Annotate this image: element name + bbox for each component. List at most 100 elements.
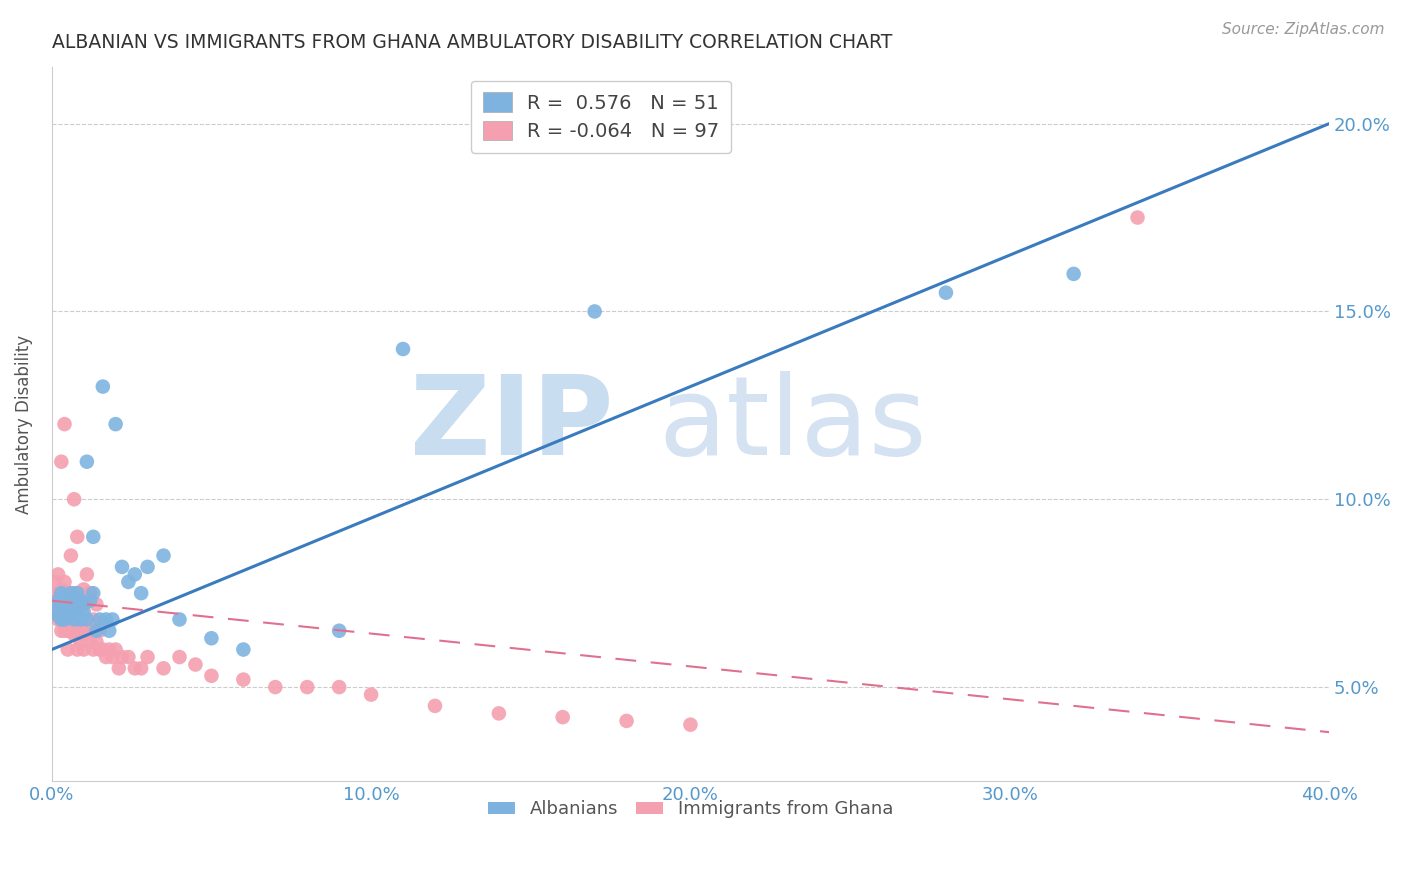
Point	[56, 593, 79, 607]
Point	[66, 598, 89, 612]
Point	[63, 612, 86, 626]
Point	[79, 635, 101, 649]
Point	[44, 605, 66, 619]
Point	[152, 549, 174, 563]
Point	[63, 605, 86, 619]
Point	[46, 593, 69, 607]
Point	[82, 530, 104, 544]
Point	[53, 605, 76, 619]
Point	[73, 624, 96, 638]
Point	[232, 642, 254, 657]
Point	[46, 586, 69, 600]
Point	[63, 601, 86, 615]
Point	[51, 598, 73, 612]
Point	[56, 601, 79, 615]
Point	[232, 673, 254, 687]
Point	[63, 612, 86, 626]
Point	[63, 624, 86, 638]
Point	[59, 549, 82, 563]
Point	[53, 590, 76, 604]
Point	[59, 605, 82, 619]
Point	[59, 624, 82, 638]
Point	[66, 586, 89, 600]
Point	[53, 590, 76, 604]
Point	[46, 590, 69, 604]
Point	[82, 586, 104, 600]
Point	[264, 680, 287, 694]
Point	[63, 586, 86, 600]
Point	[53, 598, 76, 612]
Point	[66, 612, 89, 626]
Text: atlas: atlas	[658, 371, 927, 477]
Point	[98, 642, 121, 657]
Point	[111, 650, 134, 665]
Text: ALBANIAN VS IMMIGRANTS FROM GHANA AMBULATORY DISABILITY CORRELATION CHART: ALBANIAN VS IMMIGRANTS FROM GHANA AMBULA…	[52, 33, 893, 52]
Point	[63, 612, 86, 626]
Point	[59, 598, 82, 612]
Point	[51, 582, 73, 597]
Point	[76, 455, 98, 469]
Point	[360, 688, 382, 702]
Point	[392, 342, 415, 356]
Point	[51, 612, 73, 626]
Point	[73, 582, 96, 597]
Point	[66, 598, 89, 612]
Point	[328, 624, 350, 638]
Point	[104, 642, 127, 657]
Point	[76, 567, 98, 582]
Point	[73, 598, 96, 612]
Point	[108, 661, 131, 675]
Point	[86, 624, 108, 638]
Point	[59, 598, 82, 612]
Point	[73, 598, 96, 612]
Point	[129, 661, 152, 675]
Point	[44, 574, 66, 589]
Point	[91, 379, 114, 393]
Point	[59, 605, 82, 619]
Point	[63, 492, 86, 507]
Point	[73, 642, 96, 657]
Point	[104, 417, 127, 431]
Point	[129, 586, 152, 600]
Point	[91, 642, 114, 657]
Point	[56, 642, 79, 657]
Point	[53, 624, 76, 638]
Point	[79, 624, 101, 638]
Point	[101, 650, 124, 665]
Point	[66, 605, 89, 619]
Point	[169, 650, 191, 665]
Point	[69, 598, 91, 612]
Point	[200, 669, 222, 683]
Point	[86, 598, 108, 612]
Point	[69, 627, 91, 641]
Point	[82, 612, 104, 626]
Point	[56, 624, 79, 638]
Point	[89, 624, 111, 638]
Point	[53, 612, 76, 626]
Point	[551, 710, 574, 724]
Point	[46, 612, 69, 626]
Point	[89, 642, 111, 657]
Point	[56, 586, 79, 600]
Point	[59, 586, 82, 600]
Point	[56, 612, 79, 626]
Point	[66, 624, 89, 638]
Point	[66, 642, 89, 657]
Point	[46, 608, 69, 623]
Point	[136, 560, 159, 574]
Point	[488, 706, 510, 721]
Point	[56, 624, 79, 638]
Point	[98, 624, 121, 638]
Point	[63, 627, 86, 641]
Point	[111, 560, 134, 574]
Point	[73, 612, 96, 626]
Point	[44, 598, 66, 612]
Text: ZIP: ZIP	[411, 371, 614, 477]
Point	[53, 417, 76, 431]
Point	[935, 285, 957, 300]
Point	[66, 530, 89, 544]
Point	[86, 635, 108, 649]
Point	[56, 608, 79, 623]
Point	[51, 624, 73, 638]
Point	[82, 642, 104, 657]
